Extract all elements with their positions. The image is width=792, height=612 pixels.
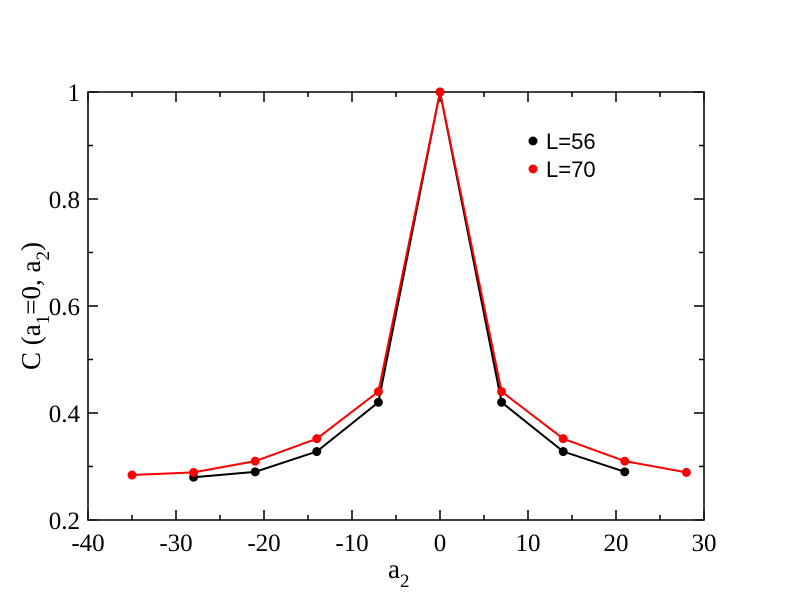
data-point (312, 434, 322, 444)
data-point (189, 467, 199, 477)
x-axis-title-main: a (388, 554, 400, 584)
legend-label: L=70 (546, 157, 596, 182)
legend-marker (528, 136, 538, 146)
data-point (373, 387, 383, 397)
data-point (312, 447, 322, 457)
x-tick-label: 30 (692, 530, 717, 557)
y-axis-title: C (a1=0, a2) (16, 242, 54, 370)
ticks: -40 -30 -20 -10 0 10 20 30 0.2 0.4 0.6 0.8 1 (49, 80, 717, 557)
x-tick-label: -10 (335, 530, 368, 557)
series-line (131, 91, 687, 477)
legend-label: L=56 (546, 129, 596, 154)
y-tick-label: 0.4 (49, 401, 81, 428)
data-point (373, 397, 383, 407)
legend-marker (528, 164, 538, 174)
x-tick-label: 0 (434, 530, 447, 557)
y-axis-title-part1: C (a (16, 324, 46, 370)
y-axis-title-part2: =0, a (16, 261, 46, 315)
data-point (620, 467, 630, 477)
x-tick-label: -40 (71, 530, 104, 557)
data-point (558, 447, 568, 457)
data-point (497, 387, 507, 397)
y-axis-title-sub2: 2 (33, 251, 54, 261)
data-point (620, 456, 630, 466)
x-tick-label: -30 (159, 530, 192, 557)
series-group (127, 87, 691, 482)
data-point (681, 467, 691, 477)
series-line (193, 91, 626, 479)
legend: L=56 L=70 (528, 129, 596, 182)
x-axis-title: a2 (388, 554, 409, 592)
data-point (250, 456, 260, 466)
data-point (497, 397, 507, 407)
data-point (435, 87, 445, 97)
y-axis-title-sub1: 1 (33, 315, 54, 325)
y-axis-title-part3: ) (16, 242, 46, 251)
x-axis-title-sub: 2 (400, 571, 410, 592)
x-tick-label: 20 (604, 530, 629, 557)
x-tick-label: -20 (247, 530, 280, 557)
x-tick-label: 10 (516, 530, 541, 557)
y-tick-label: 0.6 (49, 294, 80, 321)
y-tick-label: 0.8 (49, 187, 80, 214)
data-point (127, 470, 137, 480)
y-tick-label: 0.2 (49, 508, 80, 535)
data-point (558, 434, 568, 444)
data-point (250, 467, 260, 477)
y-tick-label: 1 (68, 80, 81, 107)
